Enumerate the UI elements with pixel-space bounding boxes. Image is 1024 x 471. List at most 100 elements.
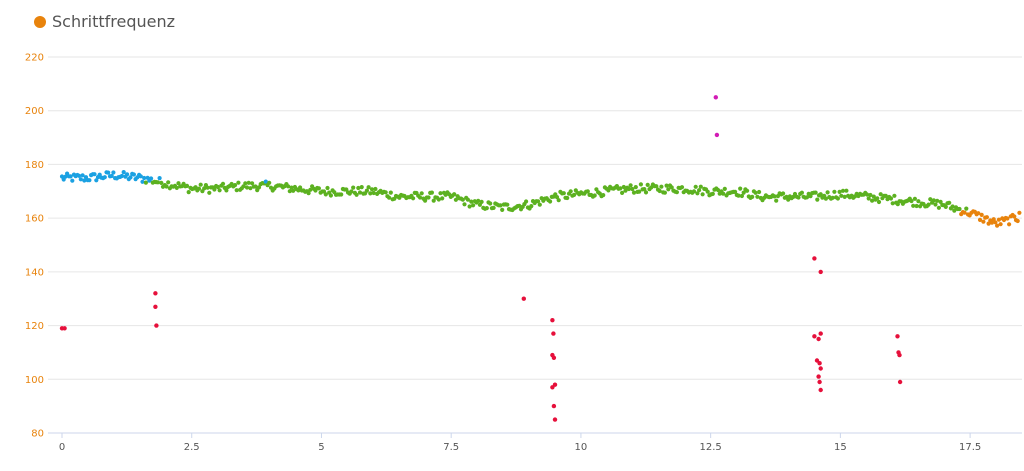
- outlier-point: [551, 331, 556, 336]
- data-point: [212, 187, 217, 192]
- data-point: [774, 198, 779, 203]
- data-point: [786, 197, 791, 202]
- data-point: [823, 196, 829, 201]
- data-point: [710, 191, 715, 196]
- data-point: [121, 170, 126, 175]
- data-point: [138, 174, 143, 179]
- data-point: [537, 202, 542, 207]
- data-point: [63, 174, 68, 179]
- outlier-point: [817, 379, 822, 385]
- data-point: [159, 180, 164, 185]
- data-point: [864, 192, 870, 197]
- data-point: [371, 190, 376, 196]
- data-point: [339, 192, 344, 197]
- data-point: [733, 189, 738, 194]
- data-point: [835, 196, 841, 201]
- data-point: [488, 201, 493, 206]
- data-point: [998, 222, 1003, 227]
- data-point: [77, 173, 82, 178]
- data-point: [1012, 214, 1017, 219]
- data-point: [369, 187, 375, 192]
- data-point: [106, 170, 111, 175]
- data-point: [804, 195, 810, 200]
- data-point: [868, 192, 873, 198]
- data-point: [926, 202, 931, 207]
- data-point: [981, 219, 986, 224]
- data-point: [755, 194, 760, 199]
- data-point: [383, 190, 388, 195]
- x-tick-label: 5: [318, 442, 324, 453]
- data-point: [176, 181, 181, 186]
- data-point: [844, 188, 849, 193]
- data-point: [291, 188, 296, 193]
- data-point: [155, 180, 160, 185]
- data-point: [131, 172, 136, 177]
- outlier-point: [521, 296, 526, 301]
- data-point: [991, 217, 996, 222]
- data-point: [436, 197, 441, 202]
- data-point: [217, 188, 222, 193]
- data-point: [830, 195, 835, 200]
- data-point: [286, 184, 291, 189]
- data-points: [59, 95, 1022, 422]
- data-point: [536, 199, 541, 204]
- y-tick-label: 200: [25, 106, 44, 117]
- data-point: [753, 190, 758, 195]
- data-point: [253, 184, 258, 189]
- data-point: [186, 190, 191, 195]
- data-point: [637, 189, 642, 194]
- outlier-point: [812, 256, 817, 261]
- data-point: [524, 199, 529, 204]
- data-point: [888, 196, 894, 201]
- data-point: [554, 195, 560, 200]
- data-point: [102, 175, 107, 180]
- legend[interactable]: Schrittfrequenz: [34, 12, 175, 31]
- data-point: [460, 197, 465, 202]
- data-point: [989, 220, 995, 225]
- data-point: [964, 206, 969, 211]
- data-point: [125, 172, 130, 177]
- outlier-point: [816, 336, 821, 342]
- data-point: [638, 182, 644, 187]
- data-point: [109, 173, 114, 179]
- data-point: [866, 196, 871, 201]
- data-point: [368, 191, 373, 196]
- data-point: [166, 180, 171, 185]
- data-point: [984, 215, 990, 220]
- data-point: [193, 185, 198, 190]
- y-tick-label: 220: [25, 53, 44, 64]
- legend-marker: [34, 15, 46, 28]
- data-point: [715, 187, 721, 193]
- data-point: [695, 191, 700, 196]
- data-point: [149, 176, 154, 181]
- data-point: [220, 181, 226, 186]
- data-point: [935, 198, 940, 203]
- data-point: [796, 195, 801, 200]
- data-point: [250, 181, 255, 186]
- data-point: [308, 187, 313, 192]
- data-point: [256, 185, 262, 190]
- data-point: [631, 190, 637, 195]
- data-point: [876, 199, 882, 205]
- data-point: [143, 180, 148, 185]
- data-point: [669, 185, 674, 190]
- data-point: [215, 184, 220, 190]
- data-point: [387, 195, 392, 200]
- data-point: [548, 199, 553, 204]
- data-point: [931, 198, 936, 203]
- data-point: [957, 206, 962, 212]
- outlier-point: [816, 374, 821, 379]
- data-point: [679, 185, 685, 190]
- data-point: [565, 195, 570, 201]
- data-point: [618, 186, 623, 191]
- data-point: [909, 198, 914, 204]
- data-point: [94, 178, 99, 183]
- data-point: [207, 190, 212, 195]
- data-point: [426, 195, 431, 200]
- data-point: [82, 178, 87, 183]
- data-point: [462, 202, 467, 207]
- outlier-point: [153, 291, 158, 296]
- data-point: [757, 189, 762, 195]
- data-point: [875, 196, 880, 201]
- data-point: [354, 192, 359, 197]
